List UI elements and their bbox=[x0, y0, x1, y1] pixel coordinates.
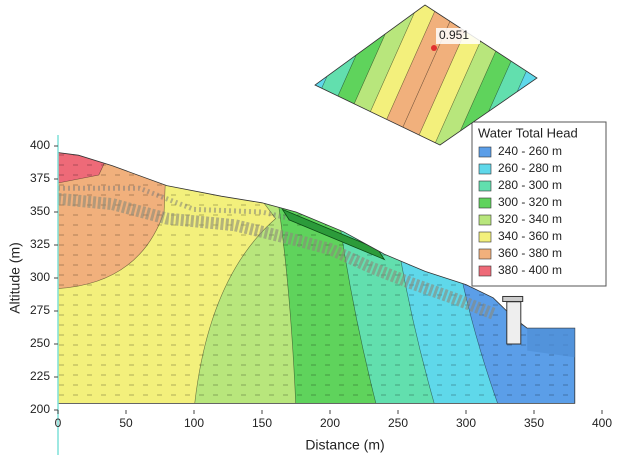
x-tick-label: 400 bbox=[592, 416, 612, 430]
legend-swatch bbox=[479, 198, 491, 208]
legend-label: 240 - 260 m bbox=[498, 144, 562, 158]
x-tick-label: 0 bbox=[55, 416, 62, 430]
legend-label: 280 - 300 m bbox=[498, 178, 562, 192]
x-tick-label: 50 bbox=[119, 416, 133, 430]
y-tick-label: 225 bbox=[30, 369, 50, 383]
y-tick-label: 400 bbox=[30, 138, 50, 152]
legend-swatch bbox=[479, 249, 491, 259]
x-tick-label: 200 bbox=[320, 416, 340, 430]
y-tick-label: 350 bbox=[30, 204, 50, 218]
legend-swatch bbox=[479, 181, 491, 191]
legend-label: 300 - 320 m bbox=[498, 195, 562, 209]
y-axis-title: Altitude (m) bbox=[7, 242, 23, 314]
x-tick-label: 150 bbox=[252, 416, 272, 430]
legend-swatch bbox=[479, 147, 491, 157]
legend-label: 340 - 360 m bbox=[498, 229, 562, 243]
y-tick-label: 275 bbox=[30, 303, 50, 317]
structure bbox=[507, 302, 521, 344]
x-axis-title: Distance (m) bbox=[305, 437, 384, 453]
legend-swatch bbox=[479, 266, 491, 276]
x-tick-label: 100 bbox=[184, 416, 204, 430]
x-tick-label: 300 bbox=[456, 416, 476, 430]
chart: Distance (m) Altitude (m) 200 225 250 275 30… bbox=[0, 0, 618, 458]
y-tick-label: 325 bbox=[30, 237, 50, 251]
y-tick-label: 300 bbox=[30, 270, 50, 284]
y-tick-label: 200 bbox=[30, 402, 50, 416]
legend-label: 260 - 280 m bbox=[498, 161, 562, 175]
legend-title: Water Total Head bbox=[478, 125, 578, 140]
inset-label: 0.951 bbox=[439, 28, 469, 42]
y-tick-label: 375 bbox=[30, 171, 50, 185]
y-tick-label: 250 bbox=[30, 336, 50, 350]
legend-swatch bbox=[479, 232, 491, 242]
legend-label: 360 - 380 m bbox=[498, 246, 562, 260]
structure-top bbox=[503, 296, 523, 301]
x-tick-label: 350 bbox=[524, 416, 544, 430]
legend-swatch bbox=[479, 164, 491, 174]
legend-swatch bbox=[479, 215, 491, 225]
legend-label: 320 - 340 m bbox=[498, 212, 562, 226]
legend-label: 380 - 400 m bbox=[498, 263, 562, 277]
inset-marker bbox=[431, 45, 437, 51]
x-tick-label: 250 bbox=[388, 416, 408, 430]
